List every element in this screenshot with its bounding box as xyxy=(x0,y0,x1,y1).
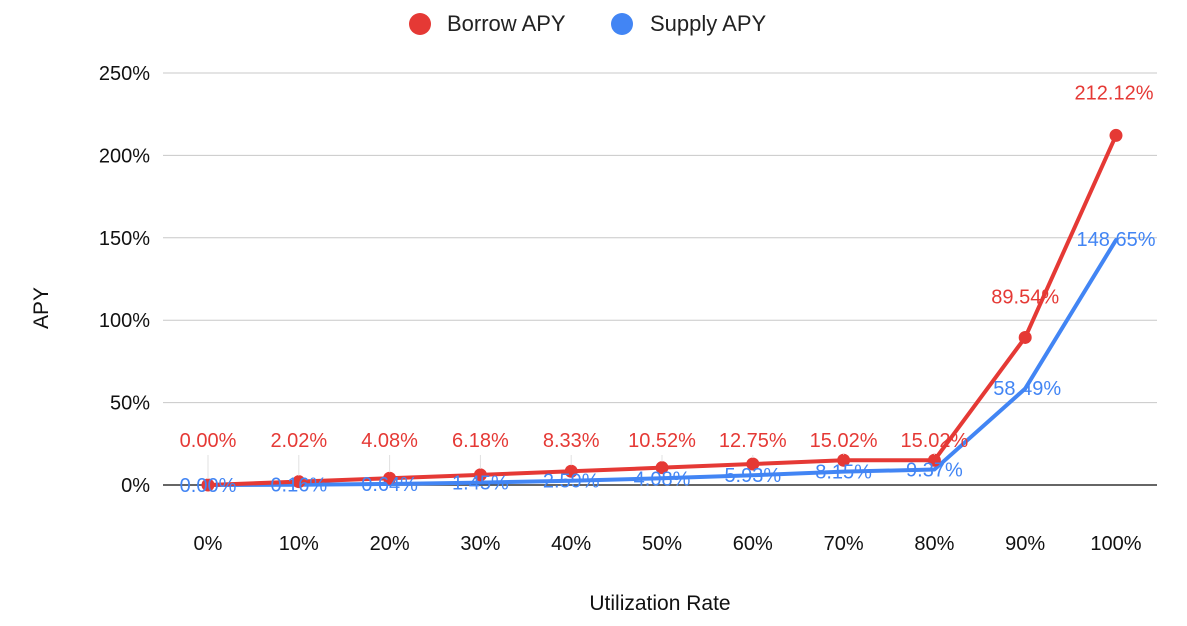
borrow-data-label: 8.33% xyxy=(543,430,600,452)
y-tick-label: 0% xyxy=(121,475,150,497)
borrow-data-label: 2.02% xyxy=(270,430,327,452)
supply-data-label: 4.08% xyxy=(634,468,691,490)
y-tick-label: 50% xyxy=(110,393,150,415)
borrow-data-label: 89.54% xyxy=(991,286,1059,308)
supply-data-label: 8.15% xyxy=(815,462,872,484)
series-line-supply-apy xyxy=(206,238,1118,487)
borrow-data-label: 0.00% xyxy=(180,430,237,452)
y-tick-label: 200% xyxy=(99,145,150,167)
y-axis-ticks: 0% 50% 100% 150% 200% 250% xyxy=(99,63,150,497)
data-point xyxy=(1018,330,1032,344)
x-tick-label: 60% xyxy=(733,533,773,555)
data-point xyxy=(473,468,487,482)
borrow-data-label: 6.18% xyxy=(452,430,509,452)
supply-data-label: 9.37% xyxy=(906,460,963,482)
x-tick-label: 50% xyxy=(642,533,682,555)
supply-data-label: 1.45% xyxy=(452,473,509,495)
data-point xyxy=(292,475,306,489)
supply-data-label: 0.64% xyxy=(361,474,418,496)
borrow-data-label: 15.02% xyxy=(810,430,878,452)
legend: Borrow APY Supply APY xyxy=(409,11,767,36)
data-point xyxy=(655,461,669,475)
y-tick-label: 150% xyxy=(99,228,150,250)
supply-data-label: 0.00% xyxy=(180,475,237,497)
x-tick-label: 100% xyxy=(1090,533,1141,555)
data-point xyxy=(201,478,215,492)
x-tick-label: 40% xyxy=(551,533,591,555)
x-tick-label: 30% xyxy=(460,533,500,555)
x-tick-label: 0% xyxy=(194,533,223,555)
data-point xyxy=(837,453,851,467)
borrow-data-label: 15.02% xyxy=(900,430,968,452)
legend-marker xyxy=(611,13,633,35)
x-tick-label: 90% xyxy=(1005,533,1045,555)
data-point xyxy=(564,464,578,478)
y-axis-title: APY xyxy=(30,287,53,329)
legend-marker xyxy=(409,13,431,35)
borrow-data-label: 4.08% xyxy=(361,430,418,452)
supply-data-label: 0.16% xyxy=(270,475,327,497)
y-tick-label: 250% xyxy=(99,63,150,85)
data-point xyxy=(746,457,760,471)
supply-data-label: 148.65% xyxy=(1077,229,1156,251)
x-tick-label: 20% xyxy=(370,533,410,555)
gridlines xyxy=(163,72,1157,486)
data-point xyxy=(383,471,397,485)
legend-label: Supply APY xyxy=(650,11,767,36)
x-tick-label: 80% xyxy=(914,533,954,555)
legend-label: Borrow APY xyxy=(447,11,566,36)
supply-data-label: 2.59% xyxy=(543,471,600,493)
x-axis-title: Utilization Rate xyxy=(589,592,730,615)
data-point xyxy=(927,453,941,467)
supply-data-label: 58.49% xyxy=(993,378,1061,400)
x-tick-label: 10% xyxy=(279,533,319,555)
data-point xyxy=(1109,128,1123,142)
x-axis-ticks: 0% 10% 20% 30% 40% 50% 60% 70% 80% 90% 100% xyxy=(194,533,1142,555)
borrow-data-label: 212.12% xyxy=(1075,82,1154,104)
y-tick-label: 100% xyxy=(99,310,150,332)
borrow-data-label: 10.52% xyxy=(628,430,696,452)
data-labels: 0.00% 2.02% 4.08% 6.18% 8.33% 10.52% 12.75% 15.… xyxy=(180,82,1156,497)
series-lines xyxy=(201,128,1123,492)
borrow-data-label: 12.75% xyxy=(719,430,787,452)
x-tick-label: 70% xyxy=(824,533,864,555)
supply-data-label: 5.93% xyxy=(724,465,781,487)
